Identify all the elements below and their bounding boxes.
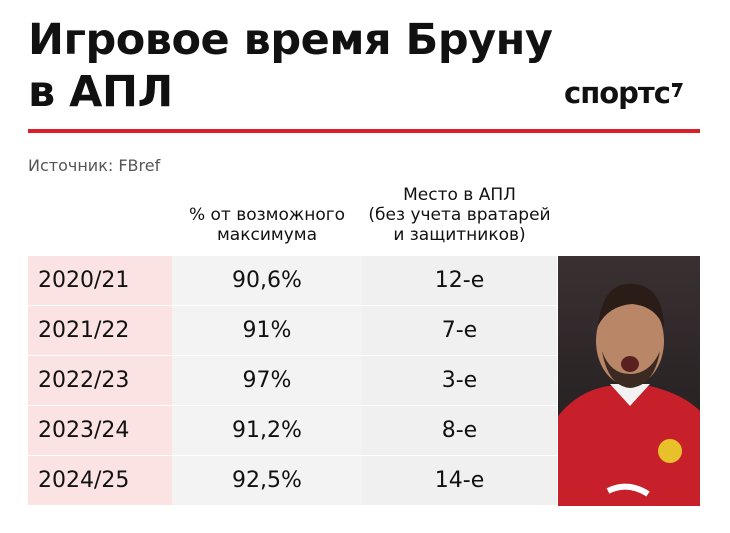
table-cell: 92,5%	[172, 456, 362, 505]
title-line: Игровое время Бруну	[28, 15, 553, 65]
title: Игровое время Бруну в АПЛ	[28, 14, 553, 118]
column-header: и защитников)	[393, 225, 526, 245]
column-header: (без учета вратарей	[368, 205, 551, 225]
table-cell: 3-е	[362, 356, 557, 405]
table-cell: 91%	[172, 306, 362, 355]
table-cell: 8-е	[362, 406, 557, 455]
season: 2020/21	[28, 256, 172, 305]
table-cell: 90,6%	[172, 256, 362, 305]
source: Источник: FBref	[28, 156, 161, 175]
season: 2023/24	[28, 406, 172, 455]
column-header: максимума	[216, 225, 318, 245]
column-header: Место в АПЛ	[403, 185, 516, 205]
season: 2022/23	[28, 356, 172, 405]
season: 2024/25	[28, 456, 172, 505]
logo: спортс	[564, 76, 684, 110]
season: 2021/22	[28, 306, 172, 355]
table-cell: 91,2%	[172, 406, 362, 455]
divider	[28, 129, 700, 133]
logo-mark	[671, 83, 683, 97]
logo-text: спортс	[564, 76, 671, 110]
column-header: % от возможного	[188, 205, 346, 225]
table-cell: 14-е	[362, 456, 557, 505]
title-line: в АПЛ	[28, 67, 173, 117]
table-cell: 7-е	[362, 306, 557, 355]
player-photo	[558, 256, 700, 506]
table-cell: 97%	[172, 356, 362, 405]
table-cell: 12-е	[362, 256, 557, 305]
